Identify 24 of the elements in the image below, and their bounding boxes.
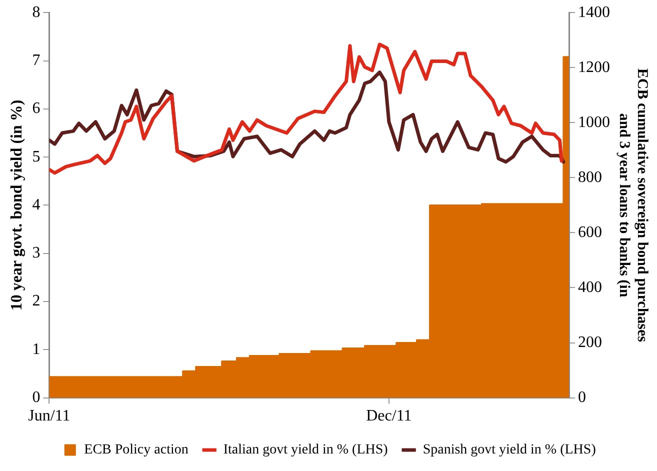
y2-tick-label: 800 [578,168,602,186]
y2-tick-label: 400 [578,278,602,296]
y2-tick-label: 1000 [578,114,610,131]
y-tick-label: 3 [32,244,40,262]
y-tick-label: 5 [32,148,40,166]
y-tick-label: 2 [32,292,40,310]
x-tick-label: Jun/11 [28,408,70,425]
y2-tick-label: 600 [578,224,602,241]
legend-label: Italian govt yield in % (LHS) [223,442,388,458]
y2-tick-label: 200 [578,334,602,351]
y2-tick-label: 1200 [578,58,610,76]
legend-label: ECB Policy action [84,442,188,458]
y-tick-label: 7 [32,52,40,69]
y-tick-label: 4 [32,196,40,214]
y-axis-title: 10 year govt. bond yield (in %) [8,100,26,311]
y-tick-label: 0 [32,389,40,406]
y-tick-label: 6 [32,100,40,118]
y2-tick-label: 0 [578,389,586,406]
y2-tick-label: 1400 [578,4,610,21]
legend-label: Spanish govt yield in % (LHS) [422,442,596,458]
y2-axis-title: ECB cumulative sovereign bond purchases and 3 year loans to banks (in [616,68,650,342]
y-tick-label: 8 [32,4,40,21]
y-tick-label: 1 [32,340,40,358]
x-tick-label: Dec/11 [366,408,412,425]
